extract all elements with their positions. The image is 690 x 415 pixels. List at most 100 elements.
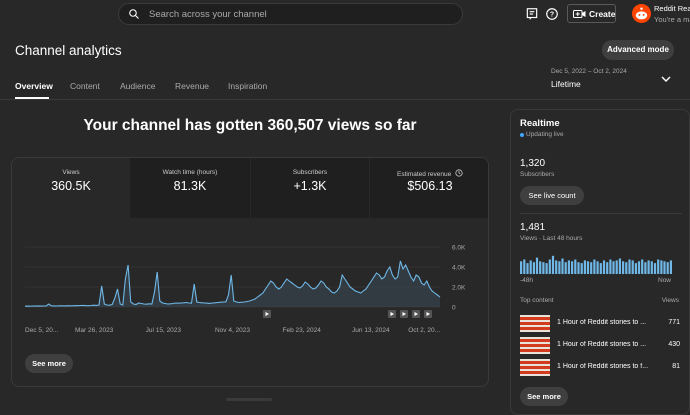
- play-icon: [426, 312, 430, 316]
- metric-value: +1.3K: [293, 179, 327, 193]
- views-headline: Your channel has gotten 360,507 views so…: [83, 117, 417, 134]
- create-video-icon: [573, 10, 586, 18]
- x-tick-label: Oct 2, 20...: [408, 327, 440, 334]
- video-thumbnail[interactable]: [520, 337, 550, 354]
- realtime-bar: [618, 258, 621, 274]
- video-title[interactable]: 1 Hour of Reddit stories to f...: [557, 363, 649, 370]
- svg-text:?: ?: [550, 12, 554, 19]
- realtime-bar: [625, 262, 628, 274]
- realtime-bar: [628, 259, 631, 274]
- realtime-bar: [555, 260, 558, 274]
- realtime-bar: [529, 260, 532, 274]
- metric-value: 360.5K: [51, 179, 91, 193]
- scroll-indicator: [226, 398, 272, 401]
- realtime-bar: [669, 260, 672, 274]
- metric-label: Subscribers: [292, 169, 328, 176]
- realtime-bar: [523, 259, 526, 274]
- top-content-row[interactable]: 1 Hour of Reddit stories to ... 430: [520, 337, 680, 354]
- search-placeholder[interactable]: Search across your channel: [149, 9, 267, 20]
- realtime-bar: [586, 261, 590, 274]
- realtime-bar: [666, 262, 669, 274]
- realtime-bar: [593, 259, 596, 274]
- video-views: 81: [672, 363, 680, 370]
- reddit-alien-icon: [635, 7, 648, 20]
- video-thumbnail[interactable]: [520, 315, 550, 332]
- page-title: Channel analytics: [15, 43, 122, 58]
- realtime-bar: [542, 262, 545, 274]
- realtime-see-more-button[interactable]: See more: [520, 387, 568, 406]
- date-label[interactable]: Lifetime: [551, 79, 581, 89]
- realtime-views-value: 1,481: [520, 222, 546, 233]
- x-tick-label: Feb 23, 2024: [283, 327, 322, 334]
- chevron-down-icon[interactable]: [661, 75, 671, 83]
- realtime-bar: [631, 260, 634, 274]
- tab-content[interactable]: Content: [70, 81, 100, 91]
- realtime-divider: [520, 213, 682, 214]
- realtime-bar: [596, 261, 599, 274]
- search-bar[interactable]: Search across your channel: [118, 3, 463, 25]
- realtime-bar: [526, 263, 529, 274]
- help-icon[interactable]: ?: [545, 7, 559, 21]
- realtime-bar: [634, 263, 637, 274]
- views-chart: 6.0K 4.0K 2.0K 0 Dec 5, 20... Mar 26, 2023 Jul…: [24, 245, 466, 334]
- metric-revenue[interactable]: Estimated revenue $506.13: [370, 158, 488, 218]
- realtime-bar: [551, 255, 555, 274]
- realtime-bar: [622, 261, 625, 274]
- realtime-title: Realtime: [520, 118, 560, 129]
- create-button[interactable]: Create: [567, 4, 616, 23]
- live-dot-icon: [520, 133, 524, 137]
- realtime-bar-chart: [520, 255, 672, 274]
- see-more-button[interactable]: See more: [25, 354, 73, 373]
- realtime-panel: Realtime Updating live 1,320 Subscribers…: [510, 109, 690, 415]
- realtime-bar: [615, 260, 618, 274]
- x-tick-label: Jul 15, 2023: [146, 327, 182, 334]
- avatar[interactable]: [632, 4, 651, 23]
- metric-label: Watch time (hours): [162, 169, 218, 176]
- views-area: [25, 261, 440, 307]
- realtime-bar: [663, 261, 666, 274]
- see-live-count-button[interactable]: See live count: [520, 186, 584, 205]
- realtime-bar: [606, 262, 609, 274]
- video-title[interactable]: 1 Hour of Reddit stories to ...: [557, 341, 647, 348]
- realtime-bar: [583, 260, 586, 274]
- tab-audience[interactable]: Audience: [120, 81, 156, 91]
- metric-subscribers[interactable]: Subscribers +1.3K: [251, 158, 369, 218]
- account-name: Reddit Read: [654, 4, 690, 13]
- top-content-row[interactable]: 1 Hour of Reddit stories to ... 771: [520, 315, 680, 332]
- realtime-bar: [609, 259, 612, 274]
- realtime-bar: [558, 261, 561, 274]
- realtime-bar: [545, 263, 548, 274]
- realtime-bar: [637, 261, 641, 274]
- x-tick-label: Nov 4, 2023: [215, 327, 250, 334]
- y-tick-label: 0: [452, 305, 456, 312]
- tab-revenue[interactable]: Revenue: [175, 81, 210, 91]
- realtime-bar: [590, 262, 593, 274]
- search-icon: [129, 9, 139, 19]
- y-tick-label: 6.0K: [452, 245, 466, 252]
- date-range[interactable]: Dec 5, 2022 – Oct 2, 2024: [551, 68, 627, 75]
- axis-start-label: -48h: [520, 277, 534, 284]
- tab-overview[interactable]: Overview: [15, 81, 53, 91]
- video-views: 430: [668, 341, 680, 348]
- realtime-bar: [577, 262, 580, 274]
- realtime-bar: [539, 261, 542, 274]
- realtime-bar: [567, 260, 570, 274]
- top-content-row[interactable]: 1 Hour of Reddit stories to f... 81: [520, 359, 680, 376]
- metric-value: $506.13: [407, 179, 453, 193]
- realtime-subscribers-value: 1,320: [520, 158, 546, 169]
- feedback-icon[interactable]: [525, 7, 539, 21]
- realtime-bar: [532, 262, 535, 274]
- y-tick-label: 4.0K: [452, 265, 466, 272]
- header-divider: [0, 99, 690, 100]
- realtime-bar: [548, 259, 551, 274]
- info-icon[interactable]: [455, 169, 463, 177]
- video-thumbnail[interactable]: [520, 359, 550, 376]
- realtime-bar: [650, 261, 653, 274]
- realtime-bar: [653, 263, 657, 274]
- tab-inspiration[interactable]: Inspiration: [228, 81, 268, 91]
- advanced-mode-button[interactable]: Advanced mode: [602, 40, 674, 60]
- realtime-subscribers-label: Subscribers: [520, 171, 555, 178]
- video-title[interactable]: 1 Hour of Reddit stories to ...: [557, 319, 647, 326]
- metric-watch-time[interactable]: Watch time (hours) 81.3K: [130, 158, 250, 218]
- metric-views[interactable]: Views 360.5K: [12, 158, 130, 218]
